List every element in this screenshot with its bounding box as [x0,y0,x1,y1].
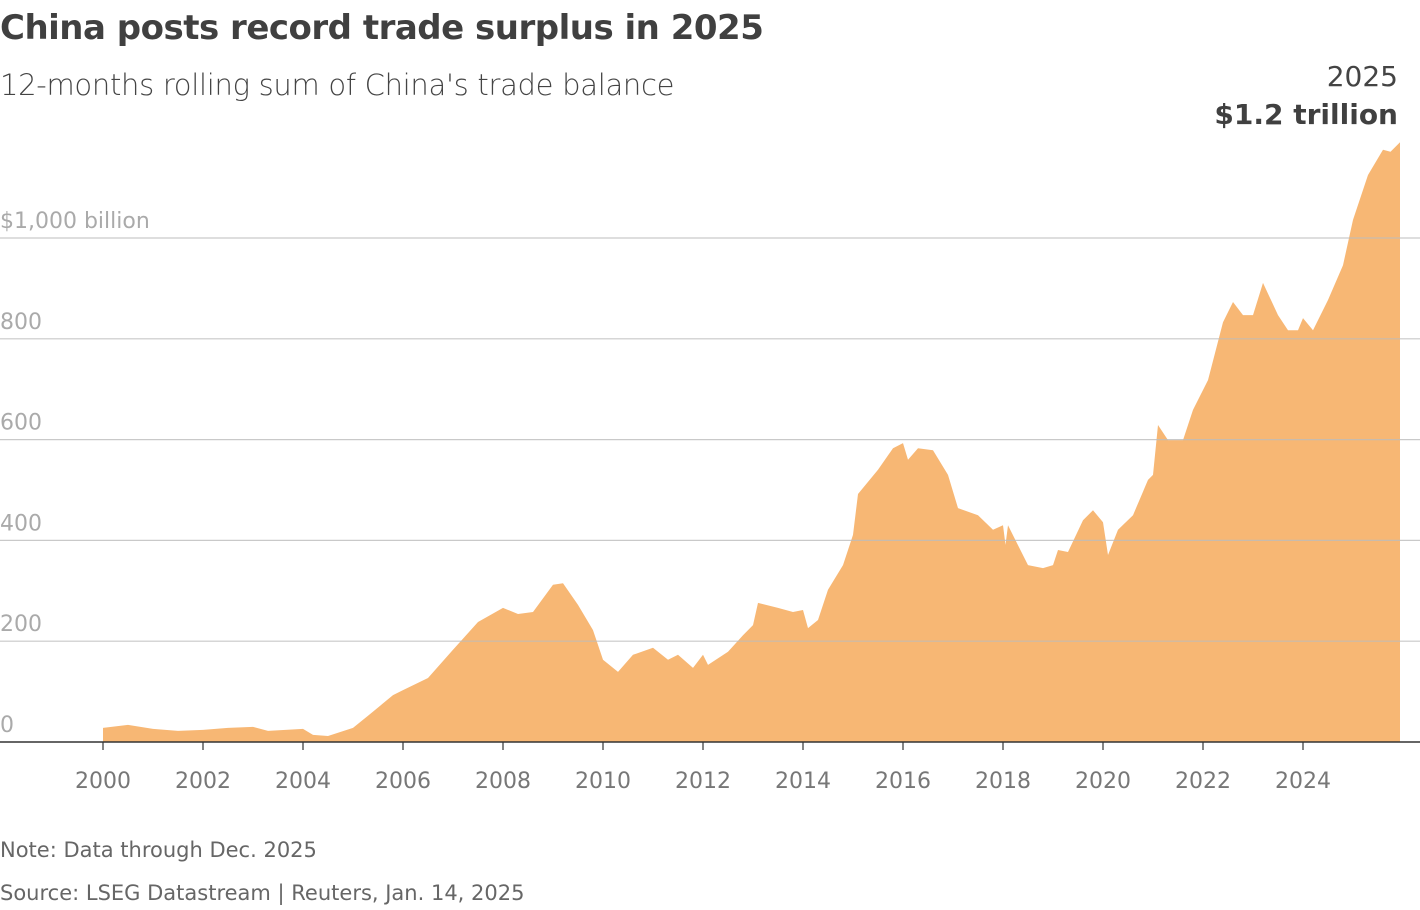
annotation-year: 2025 [1326,60,1398,93]
y-tick-label: $1,000 billion [0,209,150,234]
x-tick-label: 2000 [75,769,131,794]
x-tick-label: 2024 [1275,769,1331,794]
x-tick-label: 2014 [775,769,831,794]
x-tick-label: 2018 [975,769,1031,794]
x-tick-label: 2002 [175,769,231,794]
annotation-value: $1.2 trillion [1214,98,1398,131]
y-tick-label: 600 [0,411,42,436]
chart-source: Source: LSEG Datastream | Reuters, Jan. … [0,881,525,905]
x-tick-label: 2004 [275,769,331,794]
x-tick-label: 2022 [1175,769,1231,794]
x-tick-label: 2006 [375,769,431,794]
x-tick-label: 2008 [475,769,531,794]
y-tick-label: 0 [0,713,14,738]
x-tick-label: 2012 [675,769,731,794]
chart-subtitle: 12-months rolling sum of China's trade b… [0,68,675,102]
y-tick-label: 800 [0,310,42,335]
x-tick-label: 2016 [875,769,931,794]
trade-balance-area [103,142,1400,742]
x-tick-label: 2010 [575,769,631,794]
y-tick-label: 200 [0,612,42,637]
chart-title: China posts record trade surplus in 2025 [0,8,764,48]
y-tick-label: 400 [0,511,42,536]
x-tick-label: 2020 [1075,769,1131,794]
chart-note: Note: Data through Dec. 2025 [0,838,317,862]
